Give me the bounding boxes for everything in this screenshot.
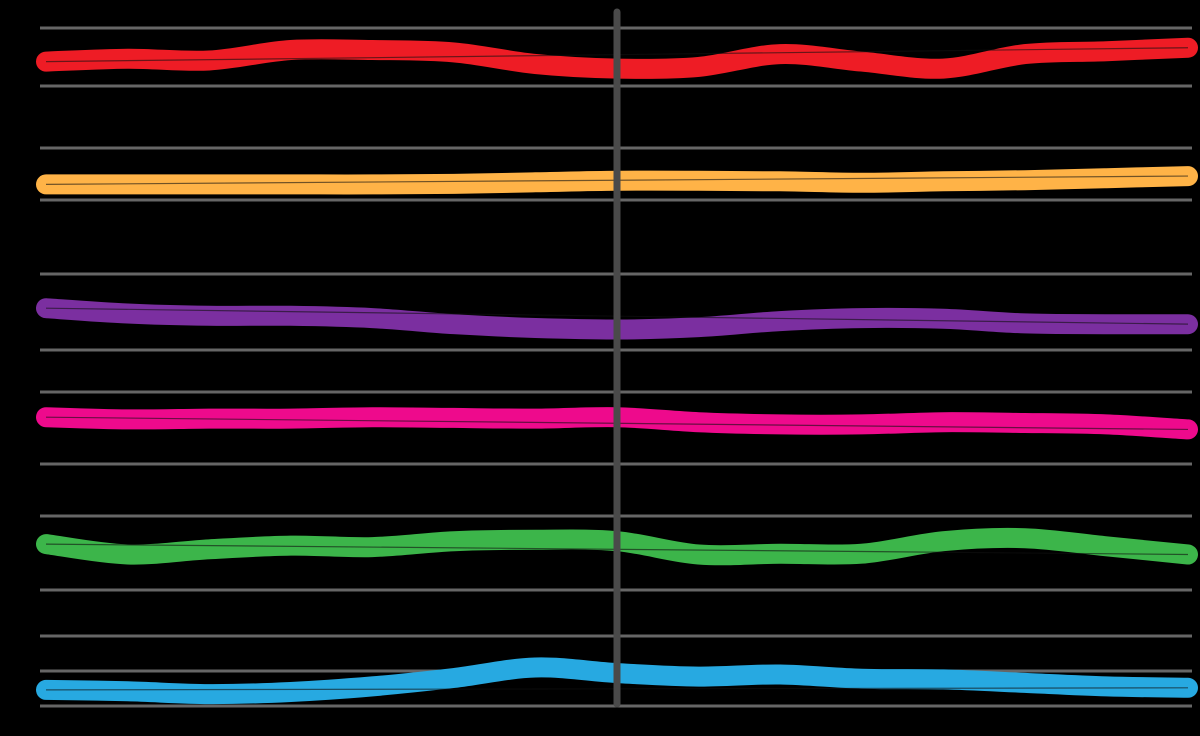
chart-background (0, 0, 1200, 736)
line-chart (0, 0, 1200, 736)
